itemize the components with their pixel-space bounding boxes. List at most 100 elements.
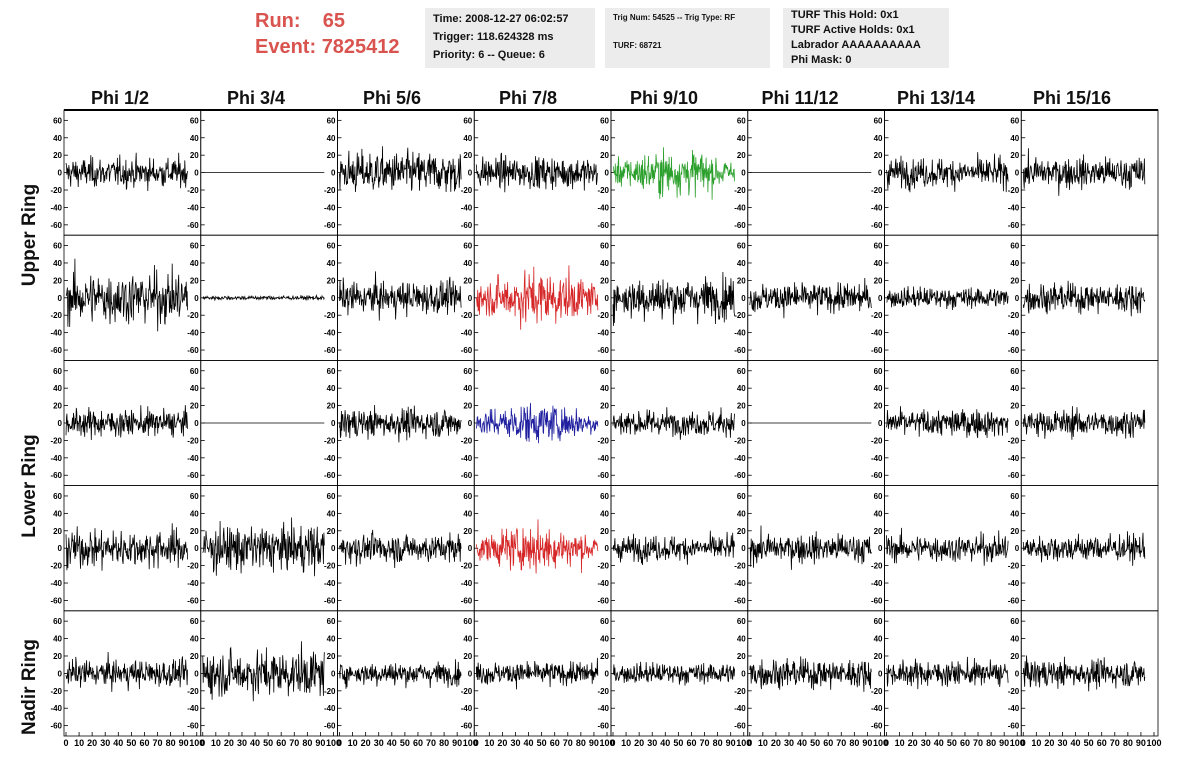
y-tick-label: -20	[1008, 436, 1020, 445]
y-tick-label: 20	[1010, 402, 1019, 411]
y-tick-label: -60	[461, 471, 473, 480]
y-tick-label: 0	[331, 544, 336, 553]
y-tick-label: 60	[874, 617, 883, 626]
y-tick-label: -40	[50, 579, 62, 588]
y-tick-label: -40	[1008, 704, 1020, 713]
x-tick-label: 30	[921, 738, 931, 748]
waveform-trace-r3-c2	[339, 529, 462, 569]
turf-this-hold: TURF This Hold: 0x1	[791, 9, 899, 21]
y-tick-label: -40	[461, 704, 473, 713]
x-tick-label: 100	[1010, 738, 1025, 748]
y-tick-label: 60	[600, 367, 609, 376]
x-tick-label: 70	[563, 738, 573, 748]
y-tick-label: 20	[327, 276, 336, 285]
y-tick-label: 0	[468, 419, 473, 428]
y-tick-label: -20	[50, 311, 62, 320]
y-tick-label: 20	[1010, 527, 1019, 536]
y-tick-label: -40	[187, 203, 199, 212]
y-tick-label: 40	[190, 134, 199, 143]
y-tick-label: 0	[741, 669, 746, 678]
y-tick-label: -20	[597, 436, 609, 445]
y-tick-label: -60	[734, 221, 746, 230]
waveform-trace-r0-c3	[475, 152, 598, 193]
y-tick-label: 60	[53, 617, 62, 626]
y-tick-label: -40	[871, 454, 883, 463]
y-tick-label: 40	[600, 259, 609, 268]
y-tick-label: -20	[1008, 562, 1020, 571]
x-tick-label: 30	[784, 738, 794, 748]
y-tick-label: 0	[605, 294, 610, 303]
y-tick-label: -60	[461, 346, 473, 355]
y-tick-label: 60	[600, 116, 609, 125]
y-tick-label: -40	[871, 579, 883, 588]
x-tick-label: 40	[524, 738, 534, 748]
y-tick-label: -40	[871, 704, 883, 713]
column-label-phi-3-4: Phi 3/4	[226, 88, 286, 108]
waveform-trace-r1-c7	[1022, 280, 1146, 317]
waveform-trace-r3-c6	[886, 527, 1009, 566]
y-tick-label: 20	[600, 151, 609, 160]
y-tick-label: 60	[190, 242, 199, 251]
y-tick-label: 40	[327, 134, 336, 143]
y-tick-label: 0	[194, 169, 199, 178]
y-tick-label: 20	[600, 276, 609, 285]
y-tick-label: -60	[1008, 471, 1020, 480]
y-tick-label: 20	[190, 527, 199, 536]
x-tick-label: 80	[302, 738, 312, 748]
y-tick-label: 60	[874, 116, 883, 125]
x-tick-label: 40	[934, 738, 944, 748]
y-tick-label: 40	[737, 635, 746, 644]
y-tick-label: 20	[463, 276, 472, 285]
y-tick-label: -40	[597, 329, 609, 338]
x-tick-label: 10	[211, 738, 221, 748]
y-tick-label: 20	[190, 652, 199, 661]
y-tick-label: -20	[324, 687, 336, 696]
x-tick-label: 0	[610, 738, 615, 748]
y-tick-label: -60	[187, 221, 199, 230]
y-tick-label: 20	[874, 276, 883, 285]
y-tick-label: 40	[1010, 134, 1019, 143]
y-tick-label: -60	[50, 596, 62, 605]
waveform-trace-r1-c4	[612, 271, 735, 327]
y-tick-label: 60	[737, 617, 746, 626]
y-tick-label: -20	[50, 687, 62, 696]
y-tick-label: -40	[597, 579, 609, 588]
y-tick-label: 60	[737, 242, 746, 251]
x-tick-label: 80	[576, 738, 586, 748]
y-tick-label: 40	[190, 384, 199, 393]
y-tick-label: 40	[600, 509, 609, 518]
turf-info-box: TURF This Hold: 0x1 TURF Active Holds: 0…	[783, 8, 949, 68]
y-tick-label: -60	[324, 471, 336, 480]
y-tick-label: 60	[463, 367, 472, 376]
waveform-trace-r4-c4	[612, 661, 735, 686]
y-tick-label: 0	[194, 669, 199, 678]
column-label-phi-1-2: Phi 1/2	[90, 88, 150, 108]
x-tick-label: 30	[374, 738, 384, 748]
waveform-trace-r1-c2	[339, 271, 462, 321]
y-tick-label: 40	[327, 384, 336, 393]
x-tick-label: 70	[973, 738, 983, 748]
x-tick-label: 60	[550, 738, 560, 748]
y-tick-label: -40	[187, 704, 199, 713]
x-tick-label: 0	[747, 738, 752, 748]
waveform-trace-r0-c0	[65, 152, 188, 192]
y-tick-label: -40	[734, 579, 746, 588]
y-tick-label: 20	[1010, 276, 1019, 285]
waveform-trace-r0-c6	[886, 152, 1009, 193]
y-tick-label: 0	[878, 169, 883, 178]
y-tick-label: -20	[1008, 311, 1020, 320]
y-tick-label: -40	[871, 203, 883, 212]
waveform-trace-r3-c4	[612, 530, 735, 566]
run-row: Run: 65	[255, 8, 400, 34]
y-tick-label: -40	[50, 704, 62, 713]
y-tick-label: 0	[605, 419, 610, 428]
y-tick-label: 60	[53, 242, 62, 251]
x-tick-label: 70	[289, 738, 299, 748]
x-tick-label: 30	[1057, 738, 1067, 748]
x-tick-label: 50	[537, 738, 547, 748]
y-tick-label: -60	[1008, 346, 1020, 355]
x-tick-label: 30	[100, 738, 110, 748]
y-tick-label: 40	[874, 384, 883, 393]
x-tick-label: 0	[474, 738, 479, 748]
